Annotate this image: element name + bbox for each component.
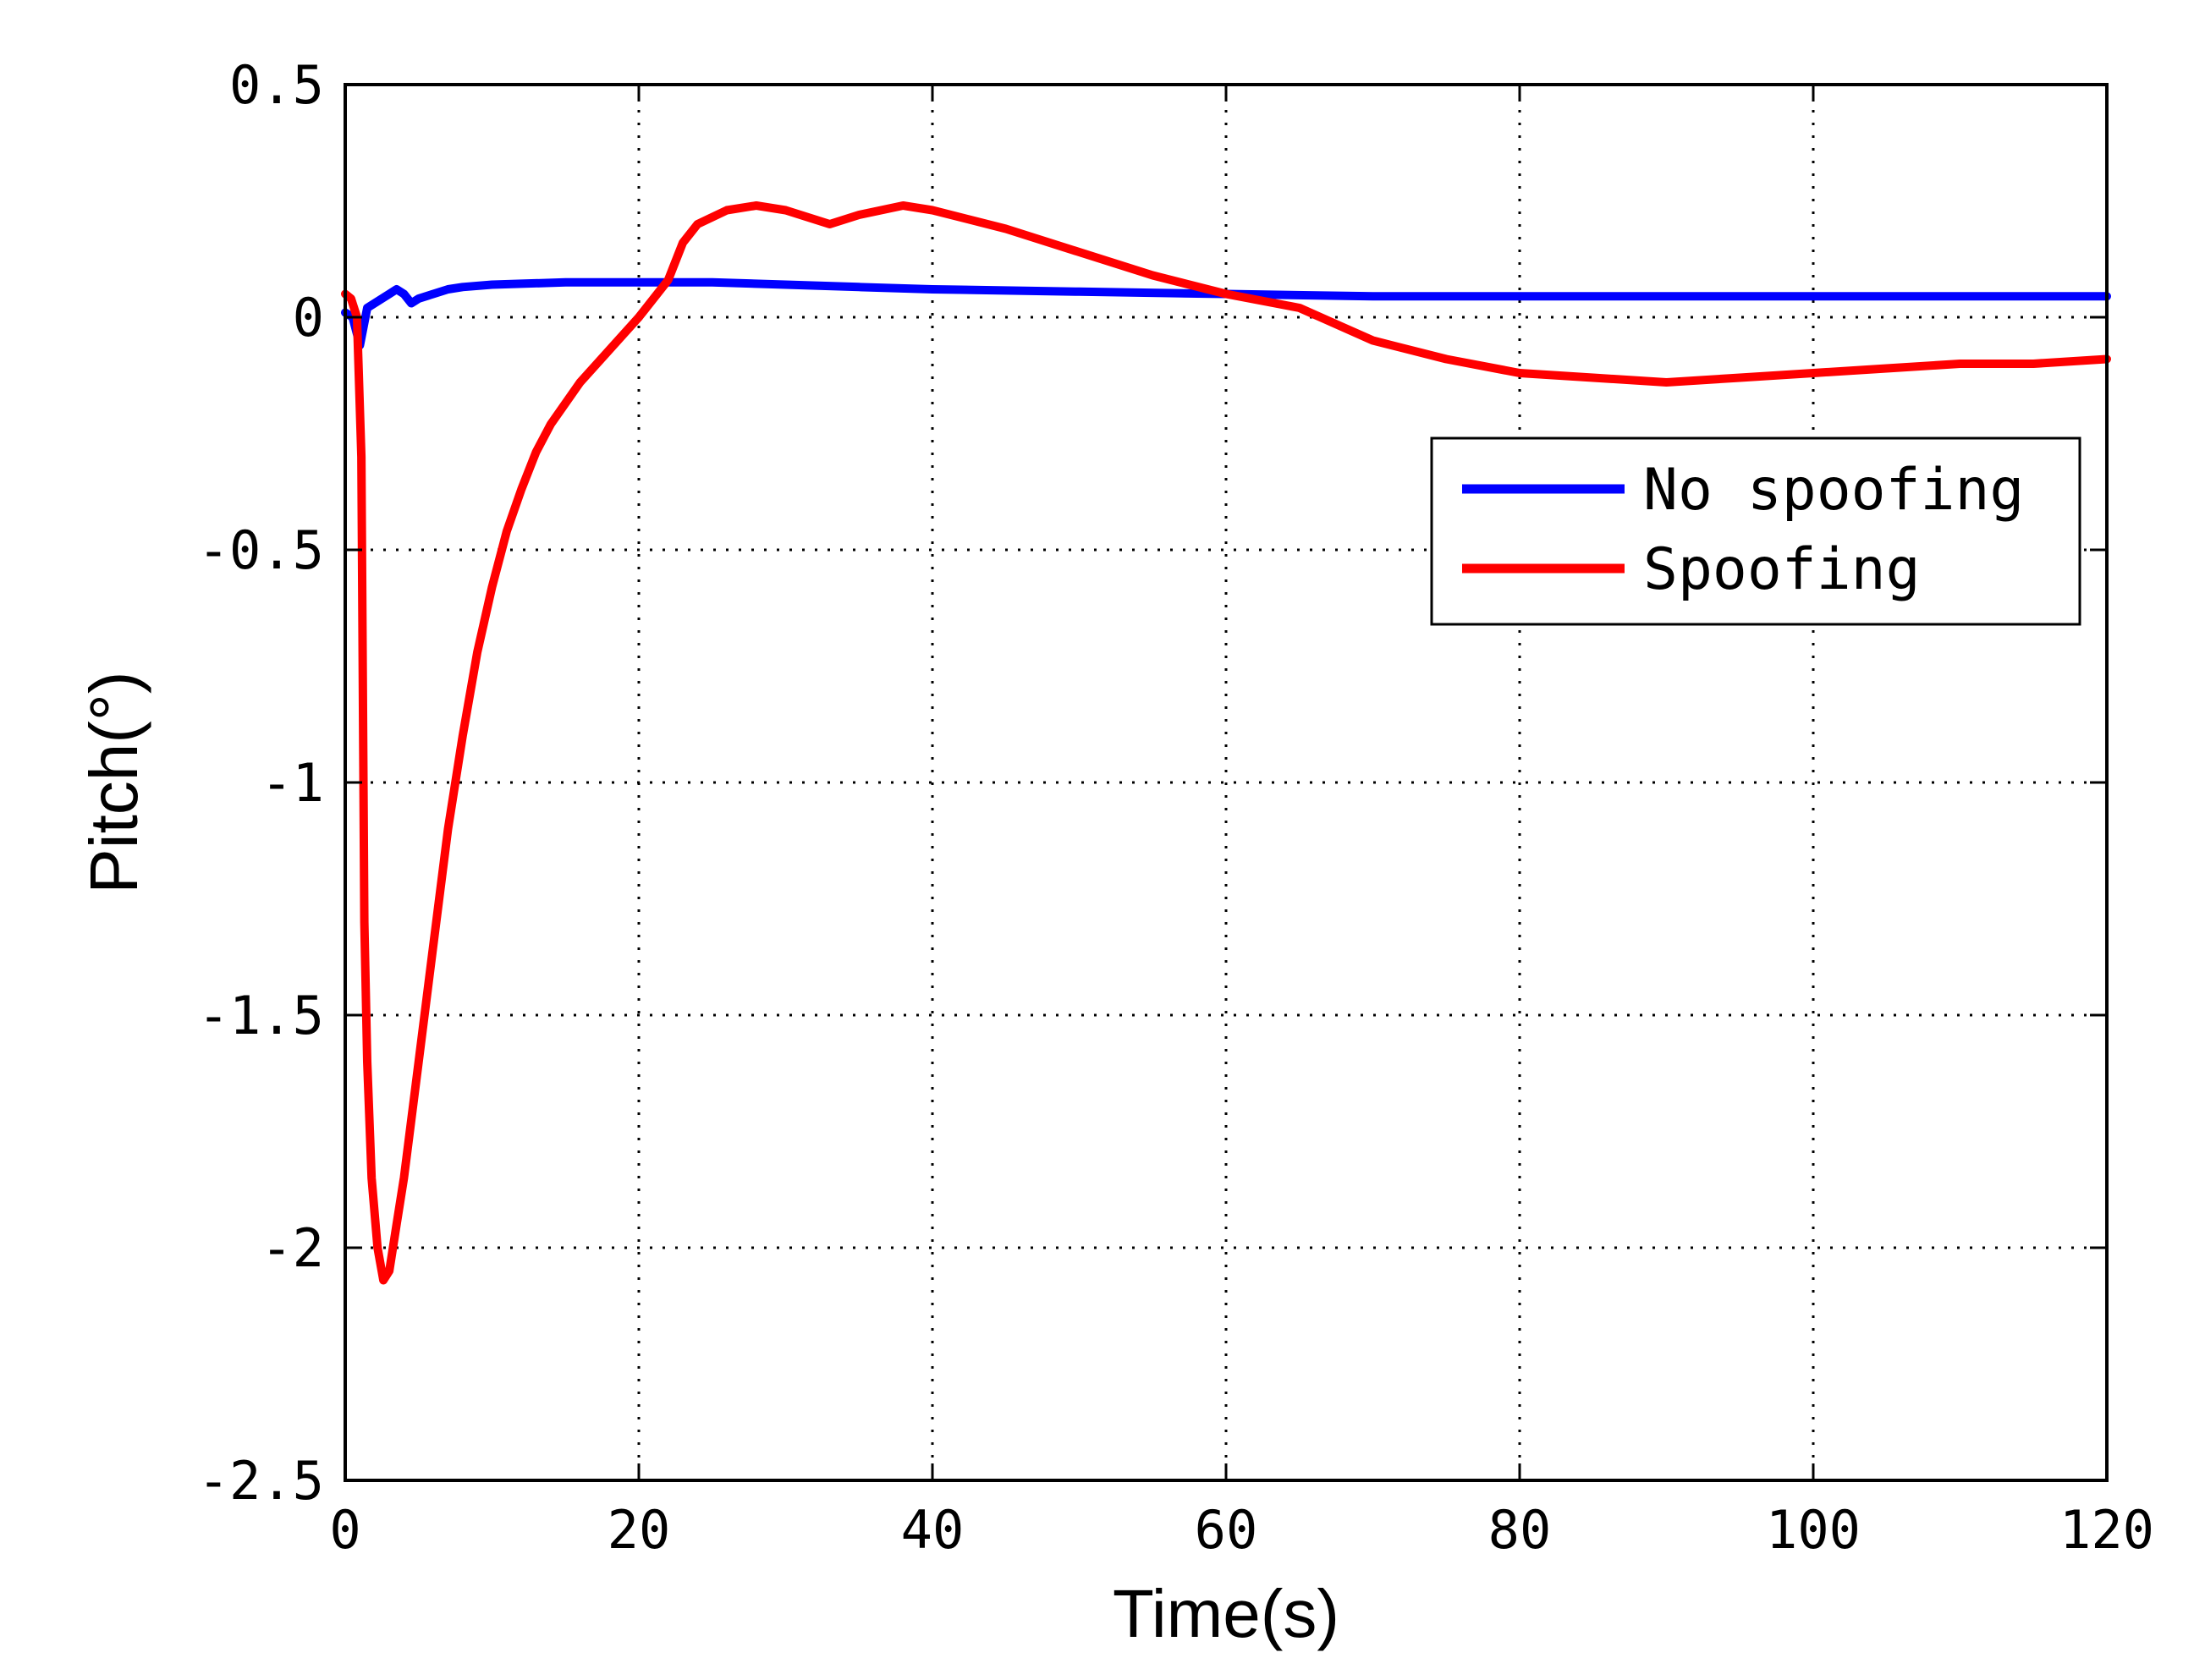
legend: No spoofing Spoofing: [1430, 436, 2081, 626]
x-tick-label: 120: [2059, 1499, 2154, 1561]
y-tick-label: -2: [261, 1217, 324, 1279]
x-tick-label: 20: [608, 1499, 671, 1561]
legend-box: [1430, 436, 2081, 626]
x-axis-title: Time(s): [1113, 1576, 1339, 1651]
tick-labels: 0 20 40 60 80 100 120 0.5 0 -0.5 -1 -1.5 -2 -2.5: [198, 54, 2154, 1561]
series-group: [341, 201, 2111, 1285]
y-tick-label: -0.5: [198, 519, 324, 581]
y-tick-label: 0: [293, 287, 324, 349]
legend-label-no-spoofing: No spoofing: [1643, 457, 2024, 524]
y-tick-label: -2.5: [198, 1450, 324, 1512]
x-tick-label: 80: [1488, 1499, 1552, 1561]
series-line-no-spoofing: [341, 277, 2111, 349]
y-tick-label: -1.5: [198, 985, 324, 1046]
series-line-spoofing: [341, 201, 2111, 1285]
y-tick-label: 0.5: [229, 54, 324, 116]
x-tick-label: 40: [901, 1499, 965, 1561]
y-tick-label: -1: [261, 752, 324, 814]
y-axis-title: Pitch(°): [76, 671, 151, 893]
x-tick-label: 0: [329, 1499, 360, 1561]
x-tick-label: 60: [1195, 1499, 1258, 1561]
ticks: [344, 83, 2109, 1482]
legend-label-spoofing: Spoofing: [1643, 536, 1921, 603]
x-tick-label: 100: [1766, 1499, 1861, 1561]
